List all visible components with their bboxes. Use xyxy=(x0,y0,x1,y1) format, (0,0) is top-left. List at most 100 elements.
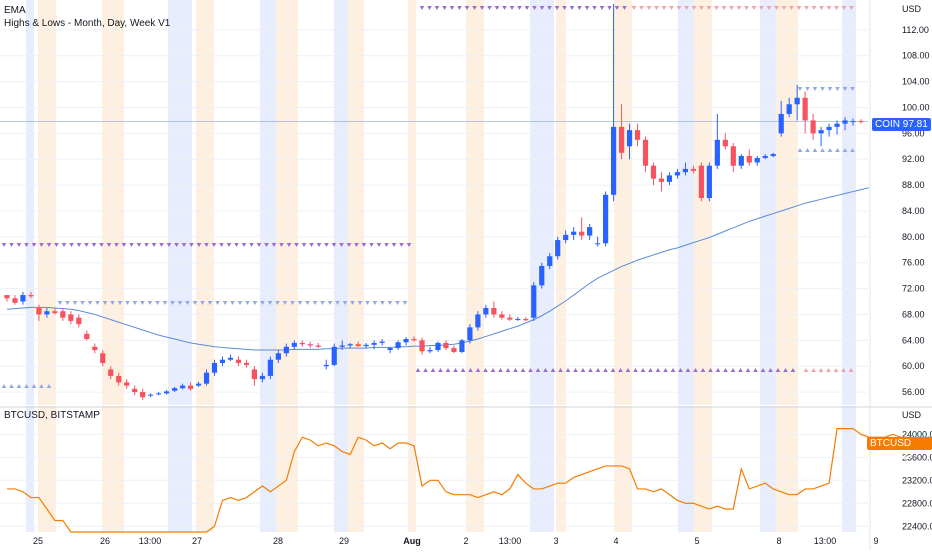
ema-legend-label[interactable]: EMA xyxy=(4,5,26,16)
high-marker xyxy=(721,6,727,10)
y-tick-label: 72.00 xyxy=(902,284,925,294)
x-tick-label: 13:00 xyxy=(139,536,162,546)
candle-body xyxy=(587,227,593,236)
high-marker xyxy=(796,6,802,10)
y-tick-label: 112.00 xyxy=(902,25,929,35)
candle-body xyxy=(547,256,553,266)
low-marker xyxy=(603,368,608,372)
candle-body xyxy=(610,126,617,195)
high-marker xyxy=(249,243,254,247)
candle-body xyxy=(507,317,513,320)
low-marker xyxy=(595,368,601,372)
low-marker xyxy=(826,368,831,372)
high-marker xyxy=(117,301,123,305)
high-marker xyxy=(472,6,477,10)
y-tick-label: 92.00 xyxy=(902,154,925,164)
candle-body xyxy=(203,372,210,384)
candle-body xyxy=(738,155,744,166)
session-band xyxy=(530,0,554,405)
high-marker xyxy=(406,243,412,247)
high-marker xyxy=(61,243,67,247)
candle-body xyxy=(555,240,561,257)
high-marker xyxy=(811,6,817,10)
low-marker xyxy=(723,368,728,372)
session-band xyxy=(408,0,416,405)
candle-body xyxy=(563,234,569,241)
x-tick-label: 13:00 xyxy=(499,536,522,546)
high-marker xyxy=(151,243,157,247)
high-marker xyxy=(72,301,78,305)
candle-body xyxy=(164,391,170,394)
candle-body xyxy=(826,126,832,131)
candle-body xyxy=(419,340,425,352)
high-marker xyxy=(9,243,14,247)
candle-body xyxy=(36,307,42,315)
high-marker xyxy=(196,243,202,247)
session-band xyxy=(530,406,554,532)
high-marker xyxy=(812,87,818,91)
btc-line xyxy=(6,428,910,533)
high-marker xyxy=(820,87,825,91)
low-marker xyxy=(760,368,766,372)
low-marker xyxy=(818,368,824,372)
candle-body xyxy=(124,382,130,386)
candle-body xyxy=(539,265,545,286)
candle-body xyxy=(698,165,704,199)
x-tick-label: 27 xyxy=(192,536,202,546)
high-marker xyxy=(87,301,93,305)
low-marker xyxy=(1,384,7,388)
high-marker xyxy=(185,301,190,305)
high-marker xyxy=(140,301,145,305)
session-band xyxy=(760,406,776,532)
high-marker xyxy=(132,301,138,305)
high-marker xyxy=(384,243,389,247)
high-marker xyxy=(569,6,575,10)
high-marker xyxy=(654,6,659,10)
high-marker xyxy=(320,301,325,305)
session-band xyxy=(26,406,34,532)
high-marker xyxy=(714,6,719,10)
high-marker xyxy=(69,243,74,247)
candle-body xyxy=(523,318,529,321)
low-marker xyxy=(528,368,533,372)
btc-price-value: 23857.00 xyxy=(870,451,912,462)
coin-price-value: 97.81 xyxy=(902,119,928,130)
high-marker xyxy=(226,243,232,247)
high-marker xyxy=(350,301,355,305)
low-marker xyxy=(31,384,37,388)
high-marker xyxy=(305,301,310,305)
high-marker xyxy=(684,6,689,10)
highs-lows-legend-label[interactable]: Highs & Lows - Month, Day, Week V1 xyxy=(4,18,171,29)
candle-body xyxy=(674,172,681,176)
low-marker xyxy=(753,368,758,372)
high-marker xyxy=(147,301,153,305)
high-marker xyxy=(376,243,382,247)
high-marker xyxy=(502,6,507,10)
high-marker xyxy=(577,6,582,10)
candle-body xyxy=(291,342,297,347)
session-band xyxy=(102,0,124,405)
high-marker xyxy=(99,243,104,247)
btc-legend-label[interactable]: BTCUSD, BITSTAMP xyxy=(4,410,100,421)
low-marker xyxy=(850,148,855,152)
low-marker xyxy=(453,368,458,372)
session-band xyxy=(168,406,192,532)
low-marker xyxy=(708,368,713,372)
high-marker xyxy=(841,6,847,10)
session-band xyxy=(38,0,56,405)
candle-body xyxy=(842,120,848,124)
low-marker xyxy=(415,368,421,372)
candle-body xyxy=(658,178,665,182)
high-marker xyxy=(102,301,108,305)
high-marker xyxy=(835,87,840,91)
low-marker xyxy=(445,368,451,372)
candle-body xyxy=(275,353,281,360)
x-tick-label: 9 xyxy=(873,536,878,546)
candle-body xyxy=(690,168,696,171)
ema-line xyxy=(6,187,870,351)
low-marker xyxy=(768,368,773,372)
high-marker xyxy=(357,301,363,305)
high-marker xyxy=(241,243,247,247)
